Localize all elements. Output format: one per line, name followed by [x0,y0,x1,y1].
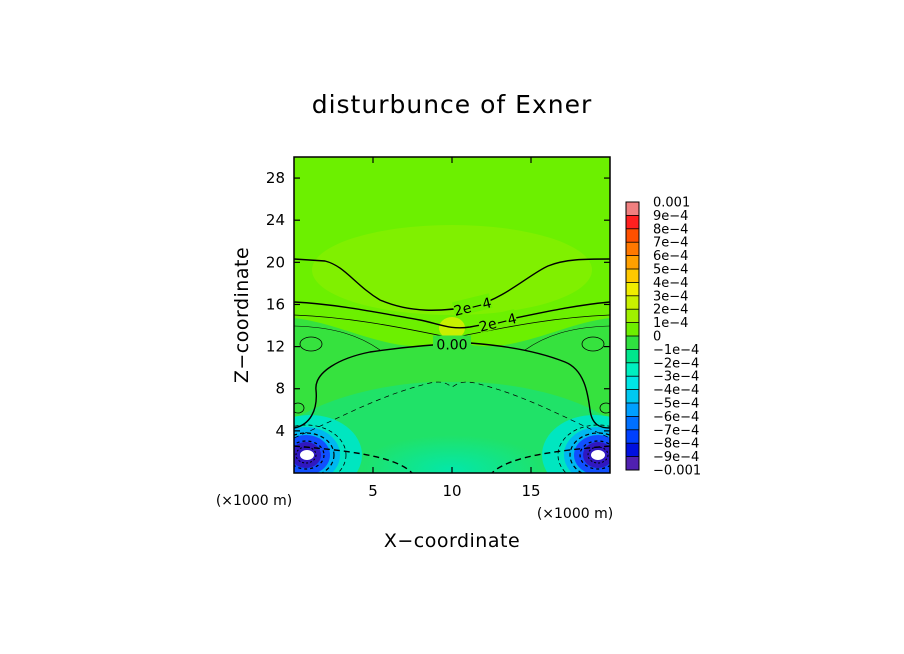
y-tick-label: 20 [266,253,285,271]
colorbar-label: −2e−4 [653,356,699,371]
colorbar-label: 4e−4 [653,276,688,291]
contour-line [295,446,317,464]
chart-title: disturbunce of Exner [312,90,593,119]
colorbar-label: 5e−4 [653,263,688,278]
contour-line [579,440,610,470]
colorbar-swatch [626,202,639,216]
contour-label: 0.00 [436,337,467,353]
colorbar-label: 9e−4 [653,209,688,224]
colorbar-label: −6e−4 [653,410,699,425]
contour-line [294,381,610,439]
y-tick-label: 8 [275,380,285,398]
y-axis: 4 8 12 16 20 24 28 [266,169,610,440]
contour-line [569,432,610,473]
colorbar-label: 0.001 [653,196,690,211]
contour-line [491,445,610,473]
colorbar-swatch [626,376,639,390]
contour-label-group-item: 0.00 [433,335,471,353]
x-tick-label: 15 [521,482,540,500]
contour-line [524,325,610,351]
colorbar-label: −0.001 [653,464,701,479]
y-tick-label: 4 [275,422,285,440]
field-mid-lower [294,381,610,473]
field-band-upper [312,225,592,315]
colorbar-label: −5e−4 [653,397,699,412]
colorbar-swatch [626,429,639,444]
x-unit-label-right: (×1000 m) [537,506,613,522]
colorbar-label: 7e−4 [653,236,688,251]
contour-line [294,301,610,329]
colorbar-label: −3e−4 [653,370,699,385]
x-axis-label: X−coordinate [384,530,520,552]
y-tick-label: 24 [266,211,285,229]
plot-area: 2e−42e−40.00 [294,157,610,473]
colorbar-swatch [626,443,639,457]
y-tick-label: 28 [266,169,285,187]
colorbar-swatch [626,389,639,404]
x-unit-label-left: (×1000 m) [216,493,292,509]
contour-line [294,432,335,473]
colorbar-label: −8e−4 [653,437,699,452]
colorbar-swatch [626,309,639,323]
colorbar-label: 0 [653,330,661,345]
colorbar-swatch [626,295,639,310]
colorbar-swatch [626,349,639,364]
y-tick-label: 12 [266,338,285,356]
colorbar-swatch [626,336,639,350]
contour-line [294,402,305,414]
colorbar-label: 1e−4 [653,316,688,331]
colorbar-swatch [626,456,639,471]
colorbar-swatch [626,362,639,377]
contour-line [581,336,605,352]
colorbar-swatch [626,282,639,297]
colorbar-swatch [626,322,639,337]
colorbar-swatch [626,416,639,431]
colorbar-label: 2e−4 [653,303,688,318]
colorbar-swatch [626,255,639,270]
colorbar-swatch [626,269,639,283]
field-low-left-core [300,450,314,460]
y-axis-label: Z−coordinate [231,247,253,383]
x-tick-label: 5 [368,482,378,500]
y-tick-label: 16 [266,295,285,313]
colorbar-label: −7e−4 [653,423,699,438]
colorbar-label: −4e−4 [653,383,699,398]
colorbar: 0.0019e−48e−47e−46e−45e−44e−43e−42e−41e−… [625,196,701,479]
colorbar-label: 8e−4 [653,222,688,237]
contour-line [587,446,609,464]
x-tick-label: 10 [442,482,461,500]
contour-label-bg [477,309,518,333]
colorbar-swatch [626,215,639,230]
contour-line [294,325,381,351]
colorbar-label: 6e−4 [653,249,688,264]
colorbar-swatch [626,228,639,243]
colorbar-swatch [626,242,639,256]
colorbar-label: 3e−4 [653,289,688,304]
x-axis: 5 10 15 [368,157,541,500]
contour-line [599,402,610,414]
colorbar-label: −1e−4 [653,343,699,358]
colorbar-label: −9e−4 [653,450,699,465]
field-low-right-core [591,450,605,460]
field-low-center [357,435,547,473]
contour-line [294,424,347,473]
contour-label-bg [451,293,493,317]
contour-labels: 2e−42e−40.00 [433,293,519,353]
contour-line [299,336,323,352]
contour-label-bg [433,335,471,351]
colorbar-swatch [626,403,639,417]
contour-line [294,440,325,470]
